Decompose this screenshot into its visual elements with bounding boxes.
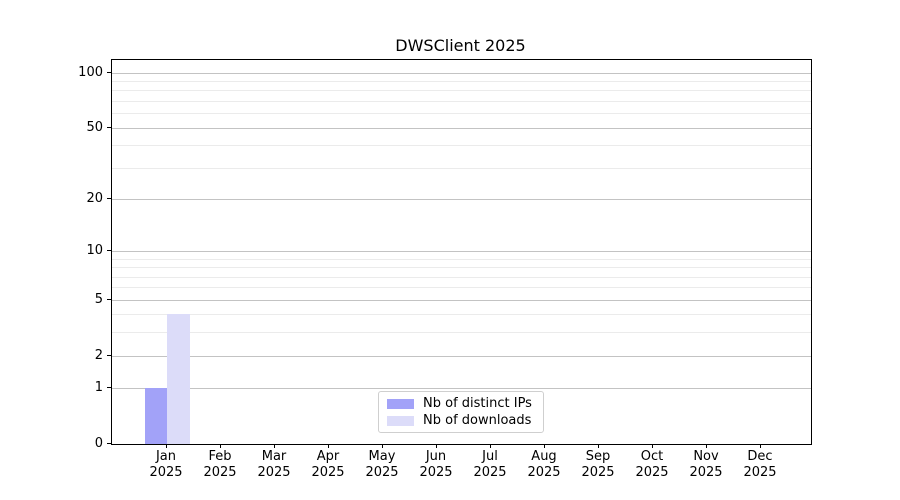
y-tick-label: 5 <box>94 291 103 307</box>
x-tick-label: Oct 2025 <box>625 449 679 481</box>
x-tick-mark <box>436 444 437 448</box>
chart-title: DWSClient 2025 <box>395 36 526 55</box>
x-tick-label: May 2025 <box>355 449 409 481</box>
major-gridline <box>112 72 811 74</box>
x-tick-label: Nov 2025 <box>679 449 733 481</box>
y-tick-mark <box>107 443 111 444</box>
x-tick-label: Jan 2025 <box>139 449 193 481</box>
legend-item-downloads: Nb of downloads <box>379 413 543 428</box>
x-tick-mark <box>328 444 329 448</box>
x-tick-label: Aug 2025 <box>517 449 571 481</box>
y-tick-label: 10 <box>86 243 103 259</box>
x-tick-year: 2025 <box>527 465 561 480</box>
major-gridline <box>112 388 811 390</box>
major-gridline <box>112 355 811 357</box>
x-tick-mark <box>544 444 545 448</box>
y-tick-label: 2 <box>94 347 103 363</box>
y-tick-mark <box>107 387 111 389</box>
minor-gridline <box>112 314 811 316</box>
plot-area <box>111 59 812 445</box>
major-gridline <box>112 299 811 301</box>
minor-gridline <box>112 145 811 147</box>
x-tick-year: 2025 <box>419 465 453 480</box>
minor-gridline <box>112 287 811 289</box>
x-tick-label: Feb 2025 <box>193 449 247 481</box>
minor-gridline <box>112 90 811 92</box>
y-tick-mark <box>107 354 111 356</box>
x-tick-label: Dec 2025 <box>733 449 787 481</box>
bar-jan-downloads <box>167 314 190 444</box>
x-tick-mark <box>760 444 761 448</box>
x-tick-year: 2025 <box>581 465 615 480</box>
x-tick-year: 2025 <box>311 465 345 480</box>
x-tick-year: 2025 <box>635 465 669 480</box>
legend-label: Nb of downloads <box>423 413 532 428</box>
legend-swatch-distinct-ips <box>387 398 414 409</box>
y-tick-label: 50 <box>86 119 103 135</box>
minor-gridline <box>112 113 811 115</box>
x-tick-year: 2025 <box>689 465 723 480</box>
y-tick-label: 0 <box>94 436 103 451</box>
legend-label: Nb of distinct IPs <box>423 396 532 411</box>
x-tick-year: 2025 <box>257 465 291 480</box>
y-tick-label: 100 <box>78 64 103 80</box>
x-tick-label: Apr 2025 <box>301 449 355 481</box>
x-tick-year: 2025 <box>365 465 399 480</box>
x-tick-label: Jul 2025 <box>463 449 517 481</box>
bar-jan-distinct-ips <box>144 388 167 444</box>
minor-gridline <box>112 258 811 260</box>
minor-gridline <box>112 267 811 269</box>
x-tick-label: Sep 2025 <box>571 449 625 481</box>
legend: Nb of distinct IPs Nb of downloads <box>378 391 544 433</box>
x-tick-mark <box>598 444 599 448</box>
x-tick-mark <box>166 444 167 448</box>
minor-gridline <box>112 100 811 102</box>
minor-gridline <box>112 167 811 169</box>
y-tick-mark <box>107 126 111 128</box>
y-tick-label: 1 <box>94 380 103 396</box>
major-gridline <box>112 198 811 200</box>
x-tick-label: Mar 2025 <box>247 449 301 481</box>
major-gridline <box>112 251 811 253</box>
minor-gridline <box>112 276 811 278</box>
legend-swatch-downloads <box>387 415 414 426</box>
x-tick-year: 2025 <box>149 465 183 480</box>
x-tick-year: 2025 <box>203 465 237 480</box>
legend-item-distinct-ips: Nb of distinct IPs <box>379 396 543 411</box>
y-tick-label: 20 <box>86 190 103 206</box>
major-gridline <box>112 127 811 129</box>
y-tick-mark <box>107 71 111 73</box>
x-tick-mark <box>274 444 275 448</box>
y-tick-mark <box>107 197 111 199</box>
x-tick-label: Jun 2025 <box>409 449 463 481</box>
x-tick-mark <box>382 444 383 448</box>
minor-gridline <box>112 80 811 82</box>
minor-gridline <box>112 332 811 334</box>
y-tick-mark <box>107 250 111 252</box>
x-tick-mark <box>220 444 221 448</box>
x-tick-mark <box>652 444 653 448</box>
x-tick-mark <box>706 444 707 448</box>
x-tick-mark <box>490 444 491 448</box>
x-tick-year: 2025 <box>473 465 507 480</box>
y-tick-mark <box>107 298 111 300</box>
x-tick-year: 2025 <box>743 465 777 480</box>
